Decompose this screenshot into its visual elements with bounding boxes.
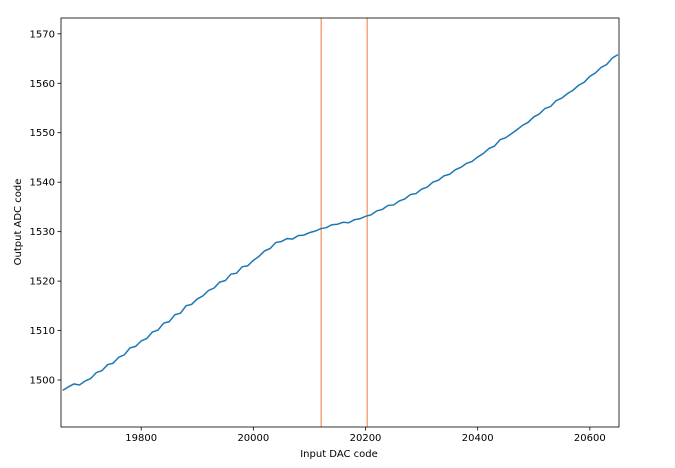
y-axis-label: Output ADC code bbox=[13, 179, 24, 266]
x-tick-label: 19800 bbox=[125, 433, 157, 444]
data-line bbox=[62, 53, 619, 392]
y-tick-label: 1540 bbox=[30, 178, 55, 189]
y-tick-label: 1500 bbox=[30, 376, 55, 387]
y-tick-label: 1550 bbox=[30, 128, 55, 139]
y-tick-label: 1560 bbox=[30, 79, 55, 90]
y-tick-label: 1530 bbox=[30, 227, 55, 238]
y-tick-label: 1570 bbox=[30, 29, 55, 40]
x-tick-label: 20200 bbox=[350, 433, 382, 444]
plot-frame bbox=[60, 17, 620, 428]
y-tick-label: 1510 bbox=[30, 326, 55, 337]
y-tick-label: 1520 bbox=[30, 277, 55, 288]
x-tick-label: 20000 bbox=[237, 433, 269, 444]
x-tick-label: 20400 bbox=[462, 433, 494, 444]
x-axis-label: Input DAC code bbox=[300, 449, 378, 460]
x-tick-label: 20600 bbox=[574, 433, 606, 444]
